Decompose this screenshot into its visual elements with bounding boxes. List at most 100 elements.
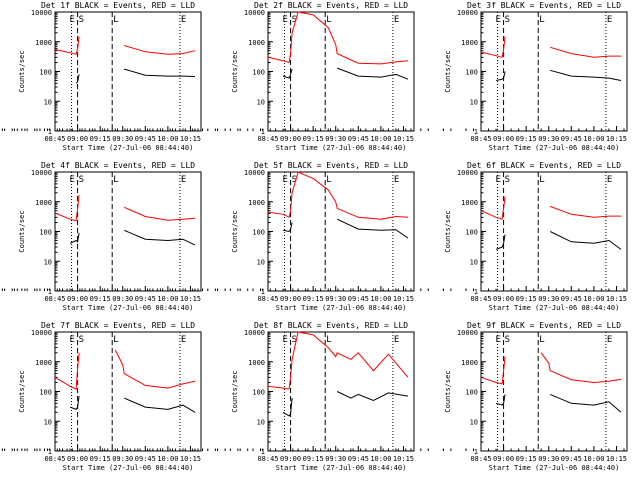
y-tick-label: 1 xyxy=(261,128,265,136)
y-tick-label: 10000 xyxy=(31,9,52,17)
panel-title: Det 3f BLACK = Events, RED = LLD xyxy=(467,1,621,10)
marker-label: L xyxy=(539,335,544,345)
x-tick-label: 08:45 xyxy=(470,455,491,463)
series-line-events xyxy=(495,231,622,250)
series-line-events xyxy=(75,68,196,84)
panel-title: Det 8f BLACK = Events, RED = LLD xyxy=(254,321,408,330)
y-tick-label: 10000 xyxy=(457,9,478,17)
panel-title: Det 9f BLACK = Events, RED = LLD xyxy=(467,321,621,330)
panel-title: Det 1f BLACK = Events, RED = LLD xyxy=(41,1,195,10)
y-tick-label: 1 xyxy=(474,448,478,456)
y-axis-label: Counts/sec xyxy=(18,50,26,92)
y-tick-label: 100 xyxy=(465,69,478,77)
x-tick-label: 08:45 xyxy=(44,295,65,303)
marker-label: L xyxy=(539,15,544,25)
x-tick-label: 09:45 xyxy=(561,135,582,143)
x-tick-label: 10:15 xyxy=(180,135,201,143)
y-axis-label: Counts/sec xyxy=(231,210,239,252)
x-tick-label: 08:45 xyxy=(44,455,65,463)
y-tick-label: 1000 xyxy=(248,199,265,207)
series-line-lld xyxy=(480,352,622,385)
y-tick-label: 1000 xyxy=(461,39,478,47)
marker-label: S xyxy=(79,175,84,185)
x-tick-label: 09:45 xyxy=(561,455,582,463)
y-axis-label: Counts/sec xyxy=(18,210,26,252)
y-axis-label: Counts/sec xyxy=(231,370,239,412)
series-line-lld xyxy=(267,171,409,220)
panel-det-8: Det 8f BLACK = Events, RED = LLD11010010… xyxy=(4,321,415,472)
x-tick-label: 09:45 xyxy=(561,295,582,303)
y-tick-label: 10 xyxy=(470,258,478,266)
series-line-events xyxy=(69,229,196,246)
panel-det-3: Det 3f BLACK = Events, RED = LLD11010010… xyxy=(13,1,628,152)
panel-title: Det 7f BLACK = Events, RED = LLD xyxy=(41,321,195,330)
y-tick-label: 100 xyxy=(465,229,478,237)
x-tick-label: 09:00 xyxy=(67,135,88,143)
x-tick-label: 10:15 xyxy=(393,295,414,303)
x-tick-label: 09:45 xyxy=(348,455,369,463)
y-tick-label: 1000 xyxy=(35,39,52,47)
y-tick-label: 10 xyxy=(470,418,478,426)
y-tick-label: 1000 xyxy=(248,359,265,367)
x-tick-label: 09:00 xyxy=(493,295,514,303)
series-line-lld xyxy=(480,36,621,58)
x-tick-label: 08:45 xyxy=(470,295,491,303)
series-line-lld xyxy=(54,36,196,55)
y-tick-label: 1 xyxy=(261,448,265,456)
series-line-lld xyxy=(54,349,196,390)
x-tick-label: 09:30 xyxy=(538,455,559,463)
marker-label: E xyxy=(70,175,75,185)
x-tick-label: 08:45 xyxy=(470,135,491,143)
marker-label: E xyxy=(607,335,612,345)
x-tick-label: 09:45 xyxy=(348,295,369,303)
series-line-lld xyxy=(54,194,196,222)
x-tick-label: 09:45 xyxy=(135,295,156,303)
x-tick-label: 09:00 xyxy=(493,135,514,143)
y-tick-label: 1 xyxy=(48,448,52,456)
marker-label: E xyxy=(394,175,399,185)
x-tick-label: 09:00 xyxy=(67,295,88,303)
marker-label: L xyxy=(326,335,331,345)
y-tick-label: 100 xyxy=(252,229,265,237)
x-axis-label: Start Time (27-Jul-06 08:44:40) xyxy=(489,304,620,312)
x-tick-label: 08:45 xyxy=(257,295,278,303)
x-axis-label: Start Time (27-Jul-06 08:44:40) xyxy=(276,464,407,472)
y-tick-label: 100 xyxy=(465,389,478,397)
marker-label: E xyxy=(607,175,612,185)
plot-frame xyxy=(54,331,202,452)
plot-frame xyxy=(267,331,415,452)
marker-label: S xyxy=(79,15,84,25)
x-tick-label: 08:45 xyxy=(257,135,278,143)
x-tick-label: 09:45 xyxy=(135,135,156,143)
x-tick-label: 09:00 xyxy=(280,295,301,303)
y-tick-label: 1 xyxy=(48,128,52,136)
x-tick-label: 10:00 xyxy=(157,135,178,143)
panel-det-5: Det 5f BLACK = Events, RED = LLD11010010… xyxy=(4,161,415,312)
y-tick-label: 100 xyxy=(252,389,265,397)
y-tick-label: 10 xyxy=(257,418,265,426)
marker-label: L xyxy=(113,15,118,25)
x-tick-label: 10:00 xyxy=(370,135,391,143)
x-axis-label: Start Time (27-Jul-06 08:44:40) xyxy=(489,144,620,152)
y-tick-label: 1000 xyxy=(461,199,478,207)
panel-det-2: Det 2f BLACK = Events, RED = LLD11010010… xyxy=(4,1,415,152)
x-tick-label: 09:15 xyxy=(303,455,324,463)
marker-label: L xyxy=(113,335,118,345)
x-axis-label: Start Time (27-Jul-06 08:44:40) xyxy=(276,144,407,152)
x-tick-label: 09:30 xyxy=(325,455,346,463)
series-line-events xyxy=(283,218,409,239)
x-tick-label: 10:15 xyxy=(180,295,201,303)
x-tick-label: 09:30 xyxy=(112,295,133,303)
x-axis-label: Start Time (27-Jul-06 08:44:40) xyxy=(276,304,407,312)
marker-label: E xyxy=(70,335,75,345)
x-tick-label: 09:15 xyxy=(303,135,324,143)
y-axis-label: Counts/sec xyxy=(444,370,452,412)
marker-label: S xyxy=(79,335,84,345)
y-axis-label: Counts/sec xyxy=(444,210,452,252)
y-tick-label: 100 xyxy=(39,69,52,77)
x-tick-label: 09:00 xyxy=(280,455,301,463)
marker-label: E xyxy=(496,175,501,185)
panel-det-6: Det 6f BLACK = Events, RED = LLD11010010… xyxy=(13,161,628,312)
